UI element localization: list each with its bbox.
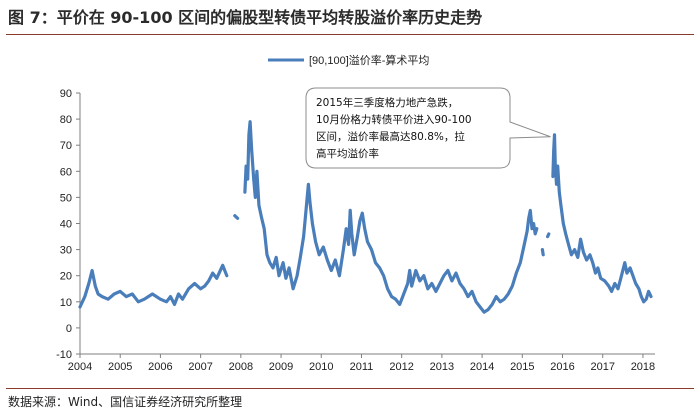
x-tick-label: 2007	[188, 361, 212, 373]
series-segment	[546, 232, 551, 239]
y-tick-label: 30	[60, 245, 72, 257]
series-segment	[233, 214, 240, 220]
x-tick-label: 2006	[148, 361, 172, 373]
x-tick-label: 2009	[269, 361, 293, 373]
legend: [90,100]溢价率-算术平均	[268, 53, 429, 67]
x-tick-label: 2008	[229, 361, 253, 373]
callout-box	[305, 87, 551, 169]
y-tick-label: 20	[60, 271, 72, 283]
y-tick-label: 70	[60, 140, 72, 152]
x-tick-label: 2005	[108, 361, 132, 373]
y-axis: -10 0 10 20 30 40 50 60 70 80 90	[56, 88, 81, 361]
x-tick-label: 2010	[309, 361, 333, 373]
callout-line-2: 10月份格力转债平价进入90-100	[316, 113, 472, 126]
y-tick-label: 0	[66, 323, 72, 335]
title-rule	[6, 34, 694, 35]
series-segment	[540, 248, 545, 257]
x-tick-label: 2012	[389, 361, 413, 373]
series-line-group	[78, 120, 653, 314]
y-tick-label: 90	[60, 88, 72, 100]
y-tick-label: 60	[60, 166, 72, 178]
source-rule	[6, 388, 694, 389]
series-segment	[78, 263, 229, 309]
line-chart: [90,100]溢价率-算术平均 -100102030405060708090 …	[56, 53, 655, 373]
callout-line-1: 2015年三季度格力地产急跌，	[316, 96, 458, 109]
x-axis: 2004 2005 2006 2007 2008 2009 2010 2011 2012 2013…	[68, 353, 655, 373]
series-segment	[243, 120, 539, 314]
y-tick-label: -10	[56, 349, 72, 361]
x-tick-label: 2004	[68, 361, 92, 373]
y-tick-label: 40	[60, 219, 72, 231]
x-tick-label: 2016	[550, 361, 574, 373]
legend-label: [90,100]溢价率-算术平均	[309, 53, 429, 67]
figure-title: 图 7：平价在 90-100 区间的偏股型转债平均转股溢价率历史走势	[8, 8, 483, 27]
source-note: 数据来源：Wind、国信证券经济研究所整理	[8, 395, 243, 409]
callout-line-3: 区间，溢价率最高达80.8%，拉	[316, 130, 465, 143]
callout-annotation: 2015年三季度格力地产急跌， 10月份格力转债平价进入90-100 区间，溢价…	[305, 87, 551, 169]
y-tick-label: 10	[60, 297, 72, 309]
x-tick-label: 2013	[430, 361, 454, 373]
series-segment	[551, 133, 653, 304]
x-tick-label: 2014	[470, 361, 494, 373]
x-tick-label: 2015	[510, 361, 534, 373]
x-tick-label: 2017	[590, 361, 614, 373]
x-tick-label: 2018	[631, 361, 655, 373]
y-tick-label: 80	[60, 114, 72, 126]
callout-line-4: 高平均溢价率	[316, 147, 379, 160]
y-tick-label: 50	[60, 192, 72, 204]
x-tick-label: 2011	[350, 361, 374, 373]
